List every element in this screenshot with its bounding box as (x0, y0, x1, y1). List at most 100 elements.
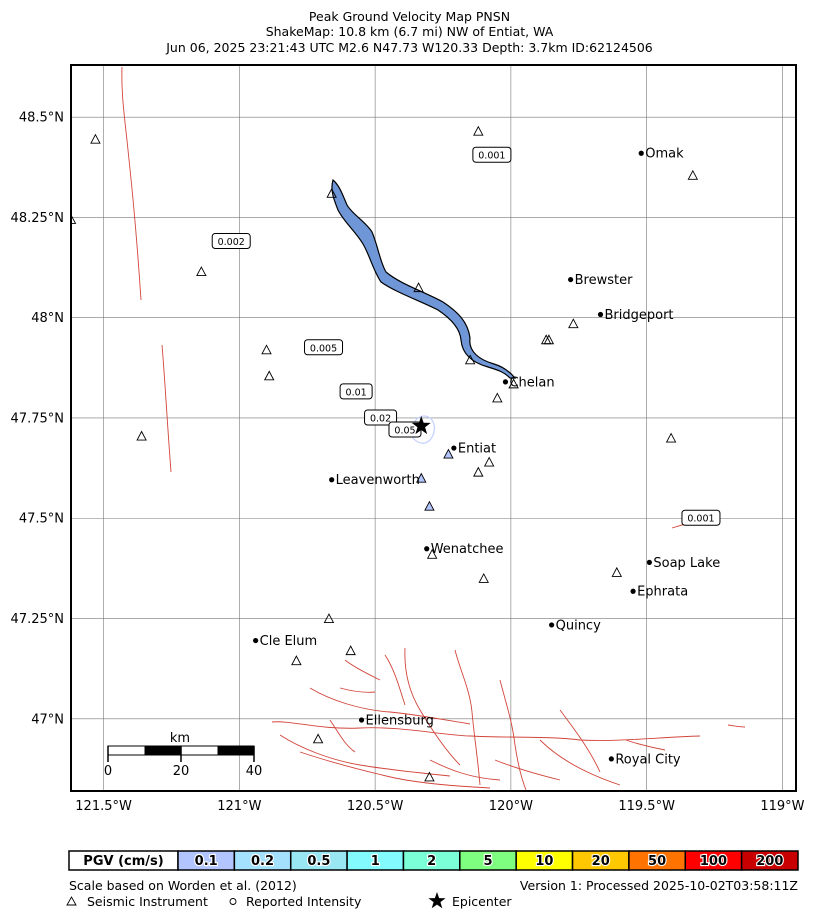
city-marker[interactable]: Royal City (608, 752, 681, 767)
seismic-station-icon[interactable] (416, 472, 427, 483)
seismic-station-icon[interactable] (611, 566, 623, 577)
fault-line (309, 687, 471, 725)
seismic-station-icon[interactable] (568, 318, 579, 329)
city-marker[interactable]: Entiat (451, 442, 496, 457)
city-label: Bridgeport (604, 308, 673, 323)
city-marker[interactable]: Leavenworth (329, 473, 420, 488)
fault-line (559, 709, 601, 773)
lat-tick-label: 47.5°N (19, 512, 64, 527)
seismic-station-icon[interactable] (261, 344, 272, 355)
seismic-station-icon[interactable] (473, 125, 484, 136)
epicenter-star-icon[interactable] (411, 415, 431, 435)
fault-line (539, 739, 621, 786)
city-dot (549, 622, 555, 628)
lat-tick-label: 47.75°N (11, 411, 64, 426)
pgv-bin-label: 100 (700, 854, 727, 869)
pgv-bin-label: 0.5 (307, 854, 330, 869)
city-label: Soap Lake (653, 556, 720, 571)
lat-tick-label: 48°N (31, 311, 64, 326)
legend-icons (66, 892, 446, 909)
seismic-station-icon[interactable] (483, 456, 495, 467)
city-marker[interactable]: Brewster (568, 273, 633, 288)
city-marker[interactable]: Cle Elum (253, 634, 317, 649)
fault-line (499, 679, 527, 791)
seismic-station-icon[interactable] (67, 213, 77, 224)
city-marker[interactable]: Ellensburg (358, 714, 434, 729)
seismic-station-icon[interactable] (478, 572, 489, 583)
lat-tick-label: 48.25°N (11, 211, 64, 226)
seismic-station-icon[interactable] (508, 378, 519, 389)
city-dot (358, 717, 365, 723)
seismic-station-icon[interactable] (136, 430, 147, 441)
seismic-station-icon[interactable] (345, 645, 356, 656)
pgv-bin-label: 0.2 (251, 854, 274, 869)
city-label: Entiat (458, 442, 496, 457)
seismic-station-icon[interactable] (90, 133, 101, 144)
contour-label: 0.005 (304, 339, 344, 356)
legend-instrument-label: Seismic Instrument (87, 894, 208, 909)
city-dot (630, 588, 636, 594)
svg-text:0.02: 0.02 (370, 413, 391, 424)
seismic-station-icon[interactable] (312, 733, 324, 744)
city-dot (424, 546, 430, 552)
lon-tick-label: 121°W (217, 799, 261, 814)
svg-text:0.002: 0.002 (218, 237, 245, 248)
city-marker[interactable]: Quincy (549, 618, 601, 633)
city-label: Omak (645, 147, 684, 162)
city-marker[interactable]: Chelan (502, 375, 555, 390)
city-dot (329, 477, 335, 483)
city-marker[interactable]: Soap Lake (646, 556, 720, 571)
fault-line (344, 659, 381, 681)
map-title: Peak Ground Velocity Map PNSN (308, 9, 511, 24)
contour-label: 0.02 (364, 409, 398, 426)
city-label: Wenatchee (431, 542, 504, 557)
seismic-station-icon[interactable] (543, 334, 555, 345)
lon-tick-label: 120.5°W (347, 799, 404, 814)
epicenter (411, 415, 431, 435)
svg-text:0.05: 0.05 (394, 426, 415, 437)
seismic-station-icon[interactable] (424, 500, 435, 511)
pgv-bin-label: 1 (371, 854, 380, 869)
fault-line (494, 759, 561, 781)
svg-text:0.001: 0.001 (478, 151, 505, 162)
pgv-color-scale: PGV (cm/s) 0.1 0.2 0.5 1 2 5 10 20 50 100 200 (68, 850, 799, 871)
seismic-station-icon[interactable] (323, 613, 335, 623)
seismic-station-icon[interactable] (413, 282, 424, 293)
fault-line (454, 649, 481, 786)
seismic-station-icon[interactable] (326, 187, 337, 198)
city-marker[interactable]: Bridgeport (597, 308, 674, 323)
city-marker[interactable]: Ephrata (630, 585, 688, 600)
city-dot (608, 756, 614, 762)
city-marker[interactable]: Omak (638, 147, 684, 162)
star-icon (428, 892, 446, 909)
scale-reference: Scale based on Worden et al. (2012) (69, 878, 297, 893)
seismic-station-icon[interactable] (665, 432, 677, 443)
seismic-station-icon[interactable] (443, 448, 454, 459)
lat-tick-label: 47.25°N (11, 612, 64, 627)
seismic-station-icon[interactable] (687, 169, 699, 180)
seismic-station-icon[interactable] (464, 354, 476, 365)
seismic-station-icon[interactable] (473, 466, 484, 477)
map-area[interactable]: 0.001 0.002 0.005 0.01 0.020.05 0.001 Omak Bre… (67, 65, 797, 791)
fault-line (625, 739, 666, 751)
fault-lines (121, 66, 746, 791)
pgv-bin-label: 2 (427, 854, 436, 869)
seismic-station-icon[interactable] (426, 548, 438, 559)
city-dot (451, 445, 457, 451)
lat-tick-label: 48.5°N (19, 111, 64, 126)
seismic-station-icon[interactable] (291, 655, 302, 666)
lon-tick-label: 120°W (489, 799, 533, 814)
circle-icon (229, 898, 237, 905)
legend-epicenter-label: Epicenter (452, 894, 512, 909)
fault-line (299, 751, 491, 789)
seismic-station-icon[interactable] (492, 392, 503, 403)
city-label: Cle Elum (260, 634, 318, 649)
seismic-station-icon[interactable] (263, 370, 275, 381)
seismic-station-icon[interactable] (196, 266, 207, 277)
seismic-station-icon[interactable] (424, 771, 435, 782)
city-marker[interactable]: Wenatchee (424, 542, 503, 557)
contour-label: 0.001 (472, 146, 512, 163)
lon-tick-label: 121.5°W (75, 799, 132, 814)
axis-tick-labels: 121.5°W 121°W 120.5°W 120°W 119.5°W 119°W 48.5… (11, 111, 805, 814)
